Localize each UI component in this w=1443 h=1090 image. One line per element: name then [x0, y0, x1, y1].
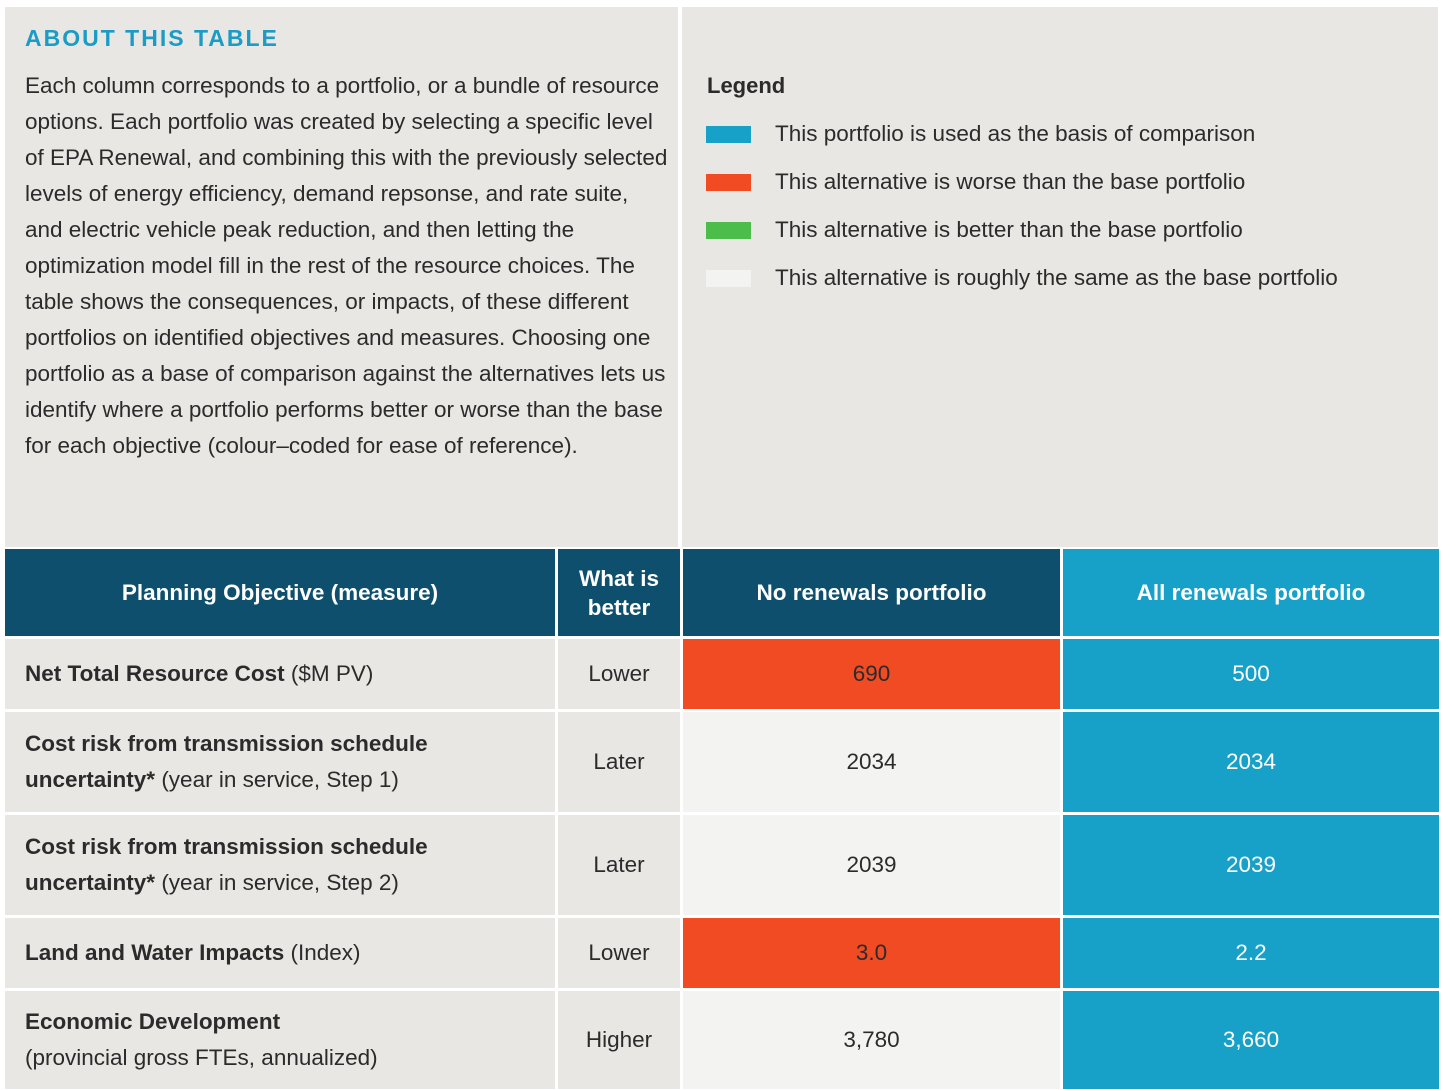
legend-item: This portfolio is used as the basis of c…: [706, 119, 1255, 149]
legend-label: This alternative is better than the base…: [775, 217, 1243, 242]
header-cell: Planning Objective (measure): [5, 549, 555, 636]
objective-text: Cost risk from transmission schedule unc…: [25, 726, 535, 798]
value-cell: 2.2: [1063, 918, 1439, 988]
header-cell: What is better: [558, 549, 680, 636]
header-cell: No renewals portfolio: [683, 549, 1060, 636]
better-cell: Later: [558, 815, 680, 915]
value-cell: 2039: [683, 815, 1060, 915]
objective-name: Land and Water Impacts: [25, 940, 285, 965]
objective-name: Cost risk from transmission schedule unc…: [25, 834, 428, 895]
about-text: Each column corresponds to a portfolio, …: [25, 73, 668, 458]
objective-measure: (provincial gross FTEs, annualized): [25, 1045, 378, 1070]
legend-item: This alternative is roughly the same as …: [706, 263, 1338, 293]
legend-label: This portfolio is used as the basis of c…: [775, 121, 1256, 146]
better-cell: Lower: [558, 639, 680, 709]
value-cell: 2039: [1063, 815, 1439, 915]
objective-text: Cost risk from transmission schedule unc…: [25, 829, 535, 901]
legend-swatch: [706, 269, 751, 287]
legend-swatch: [706, 173, 751, 191]
header-cell: All renewals portfolio: [1063, 549, 1439, 636]
value-cell: 3,660: [1063, 991, 1439, 1089]
value-cell: 2034: [683, 712, 1060, 812]
objective-measure: ($M PV): [290, 661, 374, 686]
table: Planning Objective (measure) What is bett…: [5, 549, 1439, 1089]
value-cell: 2034: [1063, 712, 1439, 812]
objective-cell: Cost risk from transmission schedule unc…: [5, 815, 555, 915]
legend-item: This alternative is better than the base…: [706, 215, 1243, 245]
objective-text: Land and Water Impacts (Index): [25, 935, 361, 971]
objective-name: Cost risk from transmission schedule unc…: [25, 731, 428, 792]
legend-swatch: [706, 221, 751, 239]
objective-measure: (Index): [290, 940, 361, 965]
objective-text: Economic Development (provincial gross F…: [25, 1004, 378, 1076]
better-cell: Lower: [558, 918, 680, 988]
value-cell: 690: [683, 639, 1060, 709]
objective-measure: (year in service, Step 2): [161, 870, 399, 895]
objective-cell: Economic Development (provincial gross F…: [5, 991, 555, 1089]
objective-measure: (year in service, Step 1): [161, 767, 399, 792]
objective-text: Net Total Resource Cost ($M PV): [25, 656, 373, 692]
objective-cell: Cost risk from transmission schedule unc…: [5, 712, 555, 812]
objective-name: Net Total Resource Cost: [25, 661, 285, 686]
legend-swatch: [706, 125, 751, 143]
objective-name: Economic Development: [25, 1009, 281, 1034]
legend-label: This alternative is roughly the same as …: [775, 265, 1338, 290]
objective-cell: Land and Water Impacts (Index): [5, 918, 555, 988]
value-cell: 500: [1063, 639, 1439, 709]
legend-label: This alternative is worse than the base …: [775, 169, 1246, 194]
about-panel: ABOUT THIS TABLE Each column corresponds…: [5, 7, 678, 547]
legend-title: Legend: [707, 73, 786, 98]
value-cell: 3,780: [683, 991, 1060, 1089]
legend-panel: Legend This portfolio is used as the bas…: [682, 7, 1438, 547]
legend-item: This alternative is worse than the base …: [706, 167, 1245, 197]
better-cell: Higher: [558, 991, 680, 1089]
better-cell: Later: [558, 712, 680, 812]
objective-cell: Net Total Resource Cost ($M PV): [5, 639, 555, 709]
value-cell: 3.0: [683, 918, 1060, 988]
about-title: ABOUT THIS TABLE: [25, 25, 279, 51]
